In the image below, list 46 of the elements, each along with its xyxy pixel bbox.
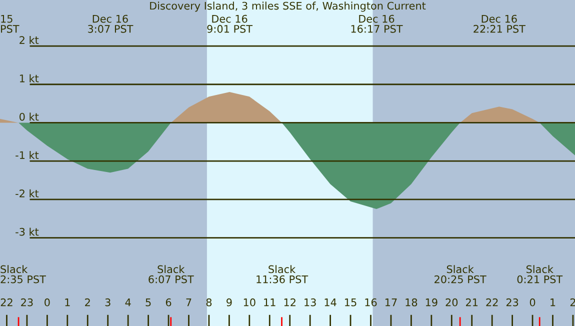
annotation: Dec 16 9:01 PST	[207, 14, 253, 33]
y-tick-label: -1 kt	[16, 151, 39, 159]
x-tick-label: 22	[0, 298, 12, 306]
x-tick-label: 19	[426, 298, 438, 306]
annotation: Slack 2:35 PST	[0, 265, 46, 284]
x-tick-label: 2	[85, 298, 90, 306]
annotation: Dec 16 3:07 PST	[88, 14, 134, 33]
x-tick-label: 1	[65, 298, 70, 306]
x-tick-label: 15	[345, 298, 356, 306]
x-tick-label: 18	[406, 298, 418, 306]
x-tick-label: 23	[506, 298, 518, 306]
x-tick-label: 22	[486, 298, 498, 306]
annotation: Slack 0:21 PST	[517, 265, 563, 284]
x-tick-label: 5	[146, 298, 151, 306]
x-tick-label: 4	[125, 298, 131, 306]
x-tick-label: 1	[550, 298, 556, 306]
y-tick-label: 1 kt	[20, 74, 39, 82]
annotation: Slack 20:25 PST	[434, 265, 486, 284]
y-tick-label: -3 kt	[16, 228, 39, 236]
annotation: Dec 16 16:17 PST	[351, 14, 403, 33]
x-tick-label: 0	[44, 298, 50, 306]
x-tick-label: 23	[21, 298, 33, 306]
x-tick-label: 17	[385, 298, 397, 306]
x-tick-label: 2	[570, 298, 575, 306]
annotation: 15 PST	[1, 14, 20, 33]
annotation: Dec 16 22:21 PST	[474, 14, 526, 33]
x-tick-label: 10	[244, 298, 256, 306]
y-tick-label: 2 kt	[20, 36, 39, 44]
x-tick-label: 0	[530, 298, 536, 306]
x-tick-label: 3	[105, 298, 110, 306]
y-tick-label: -2 kt	[16, 189, 39, 198]
x-tick-label: 7	[186, 298, 192, 306]
x-tick-label: 12	[284, 298, 296, 306]
x-tick-label: 16	[365, 298, 377, 306]
annotation: Slack 6:07 PST	[148, 265, 194, 284]
x-tick-label: 20	[446, 298, 458, 306]
x-tick-label: 9	[226, 298, 232, 306]
x-tick-label: 13	[304, 298, 316, 306]
x-tick-label: 14	[324, 298, 336, 306]
x-tick-label: 21	[466, 298, 478, 306]
annotation: Slack 11:36 PST	[256, 265, 308, 284]
x-tick-label: 8	[206, 298, 212, 306]
chart-title: Discovery Island, 3 miles SSE of, Washington Current	[150, 2, 426, 12]
x-tick-label: 6	[166, 298, 172, 306]
y-tick-label: 0 kt	[20, 112, 39, 121]
x-tick-label: 11	[264, 298, 276, 306]
